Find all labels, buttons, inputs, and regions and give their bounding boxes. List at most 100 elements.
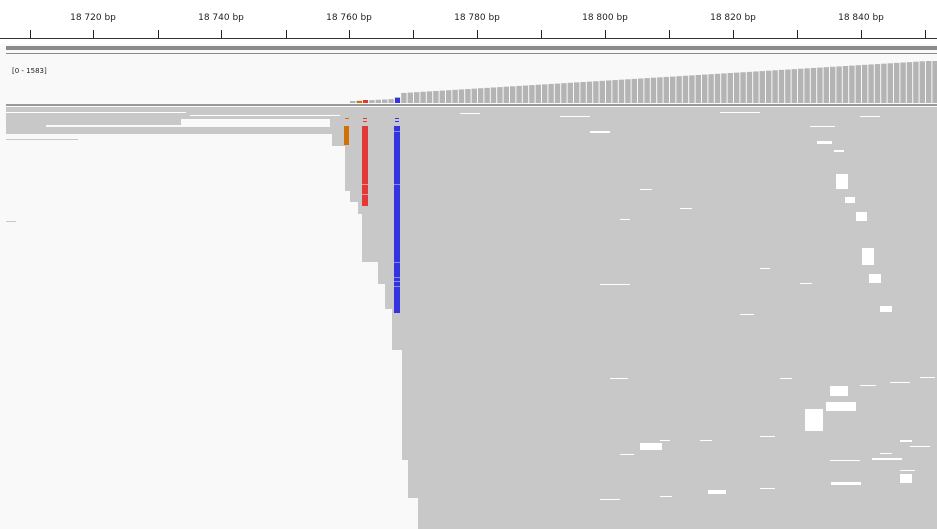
- deletion-gap: [590, 131, 610, 133]
- coverage-bar: [580, 82, 586, 103]
- read-gap: [860, 116, 880, 117]
- coverage-bar: [452, 89, 458, 103]
- deletion-gap: [856, 212, 867, 221]
- coverage-bar: [734, 72, 740, 103]
- mismatch-stripe: [394, 277, 400, 278]
- gap-line: [680, 208, 692, 209]
- ruler-label-18800: 18 800 bp: [582, 13, 628, 23]
- coverage-mismatch-bar: [357, 101, 362, 103]
- coverage-bar: [721, 73, 727, 103]
- gap-line: [620, 454, 634, 455]
- ruler-baseline: [0, 38, 937, 39]
- gap-line: [620, 219, 630, 220]
- ruler-tick: [605, 30, 606, 39]
- coverage-bar: [682, 75, 689, 103]
- coverage-bar: [836, 66, 842, 103]
- deletion-gap: [830, 386, 848, 396]
- deletion-gap: [817, 141, 832, 144]
- coverage-bar: [522, 85, 529, 103]
- read-row: [6, 139, 78, 140]
- ruler-tick: [286, 30, 287, 39]
- read-block: [408, 460, 937, 498]
- coverage-bar: [919, 61, 925, 103]
- coverage-bar: [631, 78, 637, 103]
- deletion-gap: [805, 409, 823, 431]
- read-block: [392, 309, 937, 350]
- read-block: [358, 202, 937, 214]
- coverage-bar: [529, 85, 535, 103]
- ruler-tick: [733, 30, 734, 39]
- read-block: [330, 118, 937, 131]
- gap-line: [830, 460, 860, 461]
- coverage-mismatch-bar: [363, 100, 368, 103]
- read-gap: [190, 115, 340, 116]
- ruler-tick: [797, 30, 798, 39]
- read-gap: [810, 126, 835, 127]
- coverage-bar: [868, 64, 874, 103]
- gap-line: [700, 440, 712, 441]
- deletion-gap: [880, 306, 892, 312]
- coverage-bar: [446, 90, 452, 103]
- coverage-bar: [382, 99, 388, 103]
- coverage-bar: [830, 66, 836, 103]
- coverage-bar: [798, 68, 804, 103]
- coverage-bar: [574, 82, 580, 103]
- mismatch-mark: [395, 121, 399, 122]
- coverage-bar: [618, 79, 625, 103]
- coverage-bar: [894, 62, 900, 103]
- coverage-bar: [670, 76, 676, 103]
- coverage-bar: [708, 74, 714, 103]
- gap-line: [660, 440, 670, 441]
- ruler-tick: [669, 30, 670, 39]
- coverage-bar: [913, 61, 919, 103]
- mismatch-stripe: [362, 194, 368, 195]
- coverage-bar: [426, 91, 433, 103]
- coverage-bar: [874, 64, 881, 103]
- coverage-bar: [401, 92, 407, 103]
- coverage-bar: [714, 73, 721, 103]
- coverage-bar: [926, 61, 932, 103]
- deletion-gap: [872, 458, 902, 460]
- mismatch-stripe: [394, 281, 400, 282]
- coverage-bar: [567, 82, 573, 103]
- ruler-tick: [349, 30, 350, 39]
- read-row: [6, 221, 16, 222]
- coverage-bar: [414, 92, 420, 103]
- coverage-bar: [791, 69, 797, 103]
- coverage-bar: [420, 91, 426, 103]
- gap-line: [920, 377, 935, 378]
- deletion-gap: [831, 482, 861, 485]
- coverage-bar: [740, 72, 746, 103]
- mismatch-mark: [363, 121, 367, 122]
- gap-line: [760, 436, 775, 437]
- coverage-bar: [887, 63, 893, 103]
- coverage-bar: [375, 99, 381, 103]
- coverage-bar: [644, 78, 650, 103]
- gap-line: [660, 496, 672, 497]
- mismatch-column-G: [344, 126, 349, 145]
- ruler-label-18780: 18 780 bp: [454, 13, 500, 23]
- ruler-tick: [413, 30, 414, 39]
- gap-line: [890, 382, 910, 383]
- coverage-bar: [727, 73, 733, 103]
- coverage-bar: [650, 77, 657, 103]
- read-gap: [560, 116, 590, 117]
- ruler-label-18760: 18 760 bp: [326, 13, 372, 23]
- ruler-tick: [30, 30, 31, 39]
- mismatch-mark: [345, 118, 349, 119]
- coverage-bar: [689, 75, 695, 103]
- read-row: [6, 119, 181, 125]
- coverage-bar: [881, 63, 887, 103]
- mismatch-column-T: [362, 126, 368, 206]
- coverage-divider: [6, 104, 937, 106]
- gap-line: [880, 453, 892, 454]
- coverage-bar: [855, 65, 861, 103]
- read-block: [362, 214, 937, 262]
- coverage-bar: [503, 86, 509, 103]
- ruler-tick: [925, 30, 926, 39]
- coverage-bar: [804, 68, 810, 103]
- genomic-ruler[interactable]: 18 720 bp 18 740 bp 18 760 bp 18 780 bp …: [0, 0, 937, 44]
- coverage-bar: [842, 66, 849, 103]
- read-gap: [720, 112, 760, 113]
